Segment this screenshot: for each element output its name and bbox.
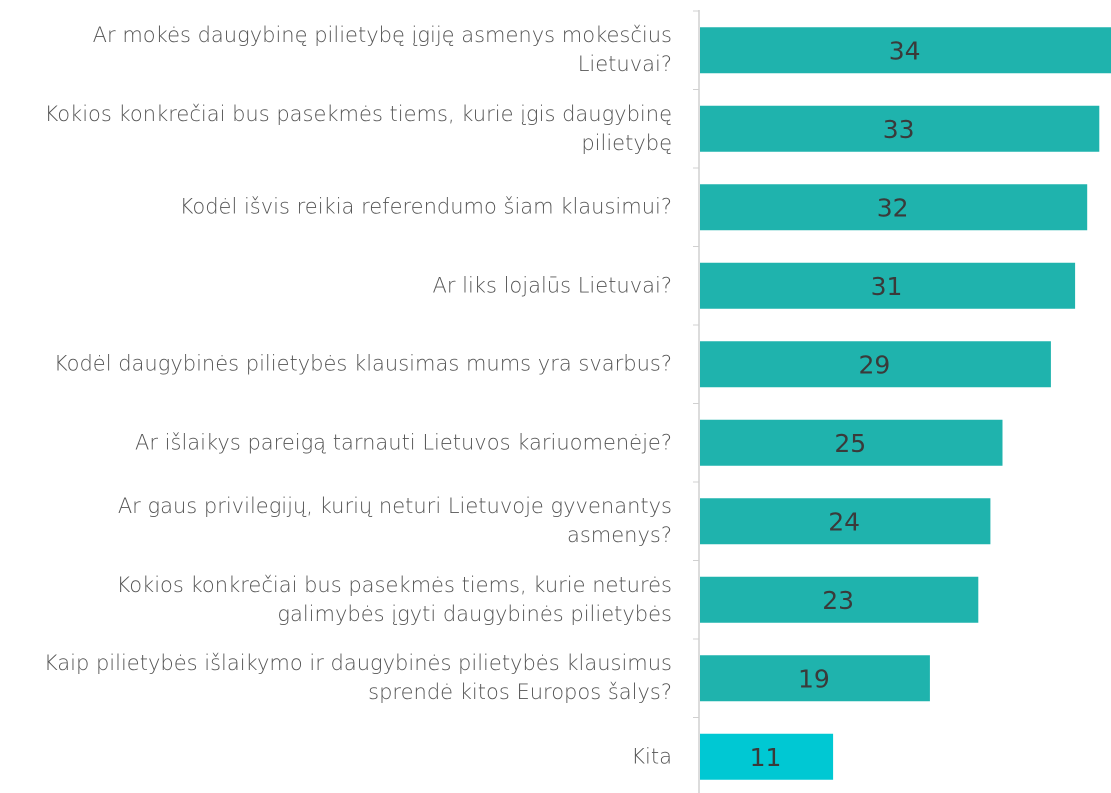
bar <box>700 262 1076 309</box>
bar <box>700 655 930 702</box>
bar <box>700 419 1003 466</box>
value-label: 19 <box>798 664 830 693</box>
bar <box>700 341 1051 388</box>
bar <box>700 27 1111 74</box>
value-label: 25 <box>834 429 866 458</box>
category-label: Kokios konkrečiai bus pasekmės tiems, ku… <box>116 572 672 626</box>
bar <box>700 576 979 623</box>
bar <box>700 184 1088 231</box>
bar <box>700 733 834 780</box>
category-label: Ar liks lojalūs Lietuvai? <box>432 273 672 298</box>
value-label: 24 <box>828 507 860 536</box>
category-label: Kita <box>631 744 672 769</box>
value-label: 23 <box>822 586 854 615</box>
value-label: 29 <box>859 350 891 379</box>
category-label: Kaip pilietybės išlaikymo ir daugybinės … <box>43 651 672 705</box>
value-label: 34 <box>889 36 921 65</box>
category-label: Kodėl išvis reikia referendumo šiam klau… <box>179 194 672 219</box>
value-label: 11 <box>750 743 782 772</box>
value-label: 32 <box>877 193 909 222</box>
bar <box>700 105 1100 152</box>
category-label: Kokios konkrečiai bus pasekmės tiems, ku… <box>44 101 672 155</box>
category-label: Ar mokės daugybinę pilietybę įgiję asmen… <box>92 23 672 77</box>
category-label: Ar išlaikys pareigą tarnauti Lietuvos ka… <box>135 430 672 455</box>
category-label: Kodėl daugybinės pilietybės klausimas mu… <box>53 351 672 376</box>
category-label: Ar gaus privilegijų, kurių neturi Lietuv… <box>117 494 672 548</box>
bar <box>700 498 991 545</box>
value-label: 33 <box>883 115 915 144</box>
value-label: 31 <box>871 272 903 301</box>
